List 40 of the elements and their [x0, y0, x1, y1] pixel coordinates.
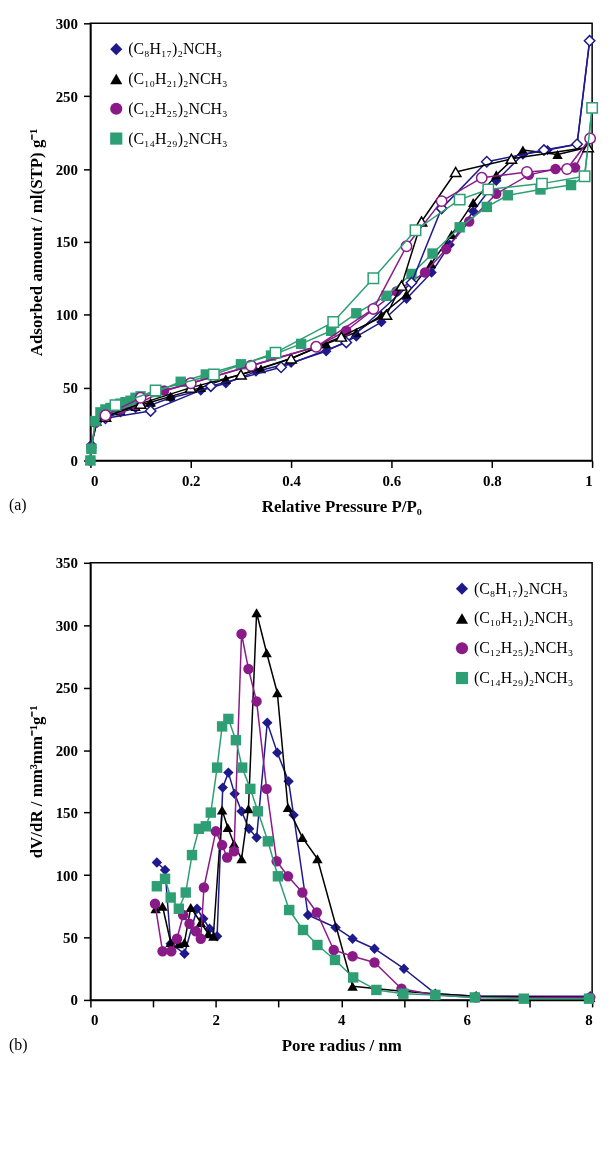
legend-label: (C₁₀H₂₁)₂NCH₃: [473, 609, 574, 628]
x-axis-title: Relative Pressure P/P₀: [261, 496, 422, 516]
y-tick-label: 0: [70, 992, 78, 1009]
legend-label: (C₁₂H₂₅)₂NCH₃: [473, 639, 574, 658]
legend-label: (C₁₂H₂₅)₂NCH₃: [128, 99, 228, 118]
y-axis-title: Adsorbed amount / ml(STP) g⁻¹: [26, 128, 46, 357]
x-tick-label: 0.8: [482, 472, 502, 489]
y-tick-label: 200: [55, 742, 78, 759]
legend-label: (C₈H₁₇)₂NCH₃: [473, 579, 568, 598]
y-tick-label: 0: [70, 452, 78, 469]
x-tick-label: 0.4: [282, 472, 302, 489]
legend-label: (C₁₄H₂₉)₂NCH₃: [473, 669, 574, 688]
x-tick-label: 4: [338, 1012, 347, 1029]
x-axis-title: Pore radius / nm: [281, 1036, 402, 1056]
x-tick-label: 2: [212, 1012, 221, 1029]
y-tick-label: 350: [55, 555, 78, 572]
y-tick-label: 150: [55, 234, 78, 251]
y-tick-label: 100: [55, 307, 78, 324]
legend-label: (C₁₄H₂₉)₂NCH₃: [128, 129, 228, 148]
y-tick-label: 300: [55, 15, 78, 32]
y-tick-label: 100: [55, 867, 78, 884]
y-axis-title: dV/dR / mm³mm⁻¹g⁻¹: [26, 705, 46, 859]
x-tick-label: 0.6: [382, 472, 402, 489]
x-tick-label: 0.2: [181, 472, 201, 489]
y-tick-label: 200: [55, 161, 78, 178]
text: (a): [8, 496, 27, 515]
y-tick-label: 50: [63, 380, 78, 397]
y-tick-label: 300: [55, 617, 78, 634]
y-tick-label: 250: [55, 88, 78, 105]
text: (b): [8, 1035, 28, 1054]
x-tick-label: 0: [90, 472, 99, 489]
x-tick-label: 8: [585, 1012, 593, 1029]
y-tick-label: 150: [55, 805, 78, 822]
legend-label: (C₈H₁₇)₂NCH₃: [128, 40, 222, 59]
legend-label: (C₁₀H₂₁)₂NCH₃: [128, 69, 228, 88]
x-tick-label: 1: [585, 472, 593, 489]
y-tick-label: 50: [63, 929, 78, 946]
x-tick-label: 6: [463, 1012, 472, 1029]
x-tick-label: 0: [90, 1012, 99, 1029]
y-tick-label: 250: [55, 680, 78, 697]
